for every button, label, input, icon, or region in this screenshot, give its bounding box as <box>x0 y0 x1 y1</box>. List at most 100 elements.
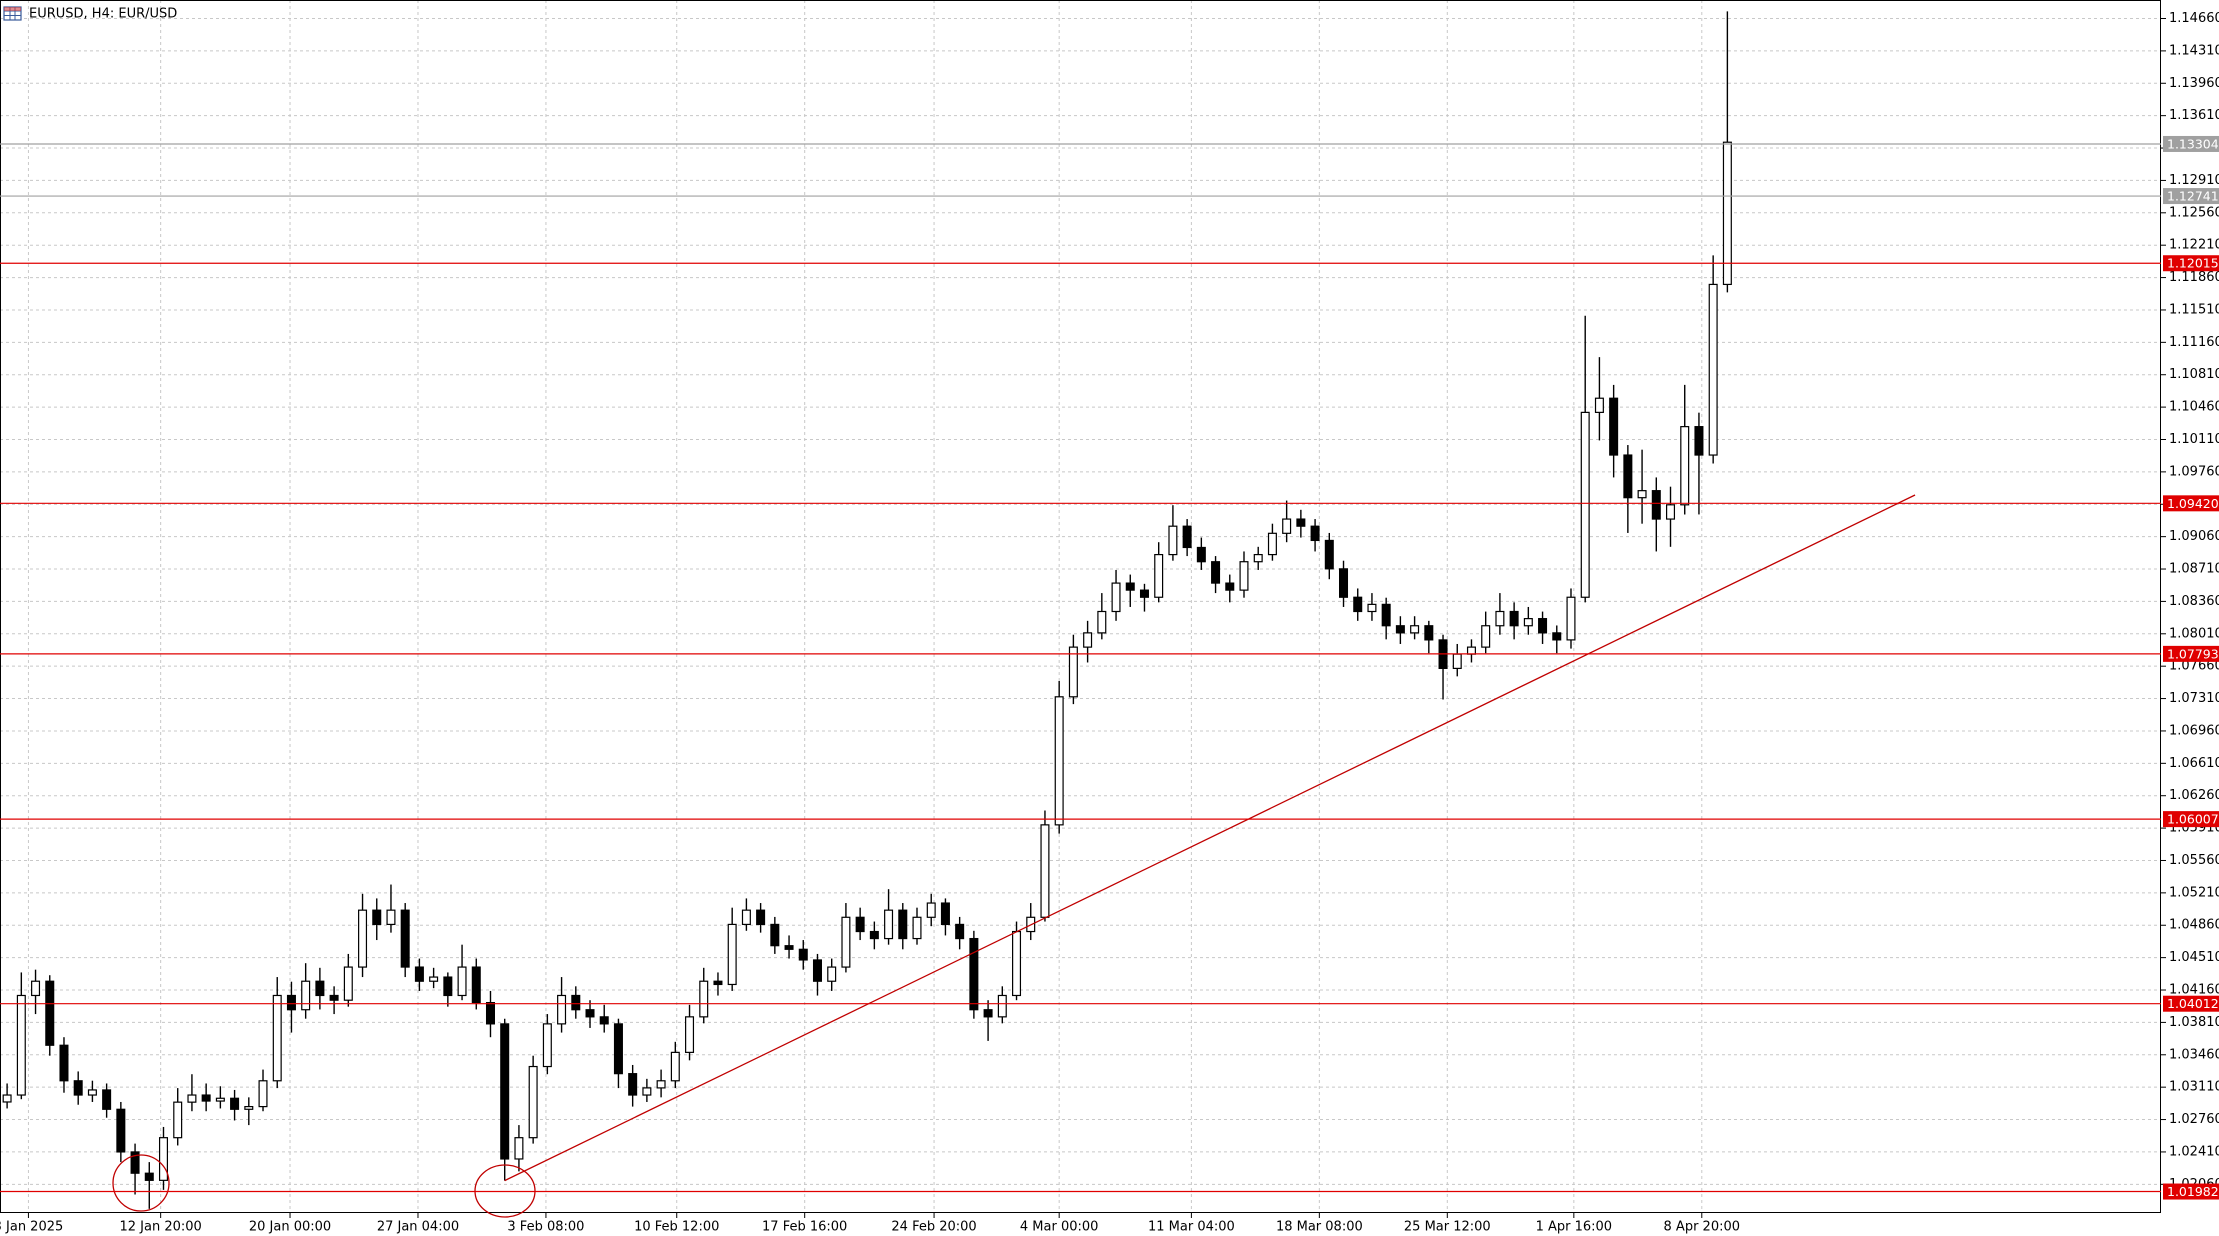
candle-body <box>372 909 382 926</box>
level-label: 1.13304 <box>2167 136 2219 151</box>
y-tick-label: 1.14660 <box>2169 11 2219 26</box>
y-tick-label: 1.12210 <box>2169 238 2219 253</box>
level-label: 1.12741 <box>2167 189 2219 204</box>
candle-body <box>656 1080 666 1089</box>
candle-body <box>855 916 865 933</box>
level-label-box <box>2163 645 2219 662</box>
candle-body <box>301 980 311 1011</box>
candle-body <box>827 966 837 982</box>
candle-body <box>699 980 709 1018</box>
candle-body <box>1182 525 1192 549</box>
candle-body <box>1310 525 1320 542</box>
candle-body <box>386 909 396 926</box>
y-tick-label: 1.12910 <box>2169 173 2219 188</box>
candle-body <box>1225 582 1235 591</box>
candle-body <box>869 930 879 940</box>
candle-body <box>784 945 794 950</box>
candle-body <box>1666 504 1676 520</box>
candle-body <box>1566 596 1576 641</box>
y-tick-label: 1.13610 <box>2169 108 2219 123</box>
candle-body <box>187 1094 197 1103</box>
candle-body <box>1466 646 1476 655</box>
level-label-box <box>2163 1183 2219 1200</box>
candle-body <box>45 980 55 1046</box>
y-tick-label: 1.08360 <box>2169 594 2219 609</box>
candle-body <box>358 909 368 968</box>
y-tick-label: 1.09760 <box>2169 464 2219 479</box>
y-tick-label: 1.08010 <box>2169 626 2219 641</box>
candle-body <box>144 1172 154 1181</box>
y-tick-label: 1.11510 <box>2169 302 2219 317</box>
candle-body <box>571 994 581 1011</box>
candle-body <box>1708 283 1718 456</box>
y-tick-label: 1.11160 <box>2169 335 2219 350</box>
candle-body <box>1694 426 1704 456</box>
candle-body <box>2 1094 12 1103</box>
candle-body <box>628 1073 638 1096</box>
candle-body <box>1267 532 1277 556</box>
candle-body <box>500 1023 510 1160</box>
candle-body <box>1580 411 1590 598</box>
candle-body <box>343 966 353 1001</box>
grid <box>0 0 2161 1213</box>
candle-body <box>130 1151 140 1174</box>
candle-body <box>173 1101 183 1139</box>
y-tick-label: 1.04860 <box>2169 918 2219 933</box>
candle-body <box>542 1023 552 1068</box>
marks <box>2 11 1732 1209</box>
candle-body <box>1168 525 1178 556</box>
candle-body <box>1196 546 1206 563</box>
y-tick-label: 1.05560 <box>2169 853 2219 868</box>
level-label: 1.01982 <box>2167 1184 2219 1199</box>
candle-body <box>1353 596 1363 613</box>
candle-body <box>1495 610 1505 627</box>
candle-body <box>1282 518 1292 534</box>
candle-body <box>1395 625 1405 634</box>
x-tick-label: 8 Apr 20:00 <box>1664 1220 1741 1235</box>
candle-body <box>1623 454 1633 499</box>
symbol-icon <box>3 6 22 21</box>
candle-body <box>798 948 808 961</box>
trendline <box>504 494 1916 1182</box>
y-tick-label: 1.04160 <box>2169 983 2219 998</box>
candle-body <box>1324 539 1334 570</box>
candle-body <box>87 1089 97 1096</box>
candle-body <box>471 966 481 1004</box>
candle-body <box>1040 824 1050 918</box>
candle-body <box>1410 625 1420 634</box>
y-tick-label: 1.07660 <box>2169 659 2219 674</box>
candle-body <box>1125 582 1135 591</box>
candle-body <box>1381 603 1391 627</box>
level-label: 1.12015 <box>2167 256 2219 271</box>
y-tick-label: 1.04510 <box>2169 950 2219 965</box>
candle-body <box>443 976 453 997</box>
x-tick-label: 20 Jan 00:00 <box>249 1220 331 1235</box>
level-label: 1.06007 <box>2167 812 2219 827</box>
candle-body <box>841 916 851 968</box>
candle-body <box>414 966 424 982</box>
candle-body <box>642 1087 652 1096</box>
candle-body <box>315 980 325 997</box>
candle-body <box>585 1009 595 1018</box>
candle-body <box>1651 490 1661 520</box>
candle-body <box>613 1023 623 1075</box>
y-tick-label: 1.10810 <box>2169 367 2219 382</box>
low-circle <box>112 1154 170 1212</box>
chart-title: EURUSD, H4: EUR/USD <box>29 7 177 22</box>
candle-body <box>244 1105 254 1110</box>
candle-body <box>770 923 780 947</box>
candle-body <box>1523 618 1533 627</box>
candle-body <box>983 1009 993 1018</box>
candle-body <box>741 909 751 926</box>
candle-body <box>1481 625 1491 648</box>
x-tick-label: 12 Jan 20:00 <box>119 1220 201 1235</box>
candle-body <box>258 1080 268 1108</box>
candle-body <box>713 980 723 986</box>
candle-body <box>1239 561 1249 591</box>
candle-body <box>1068 646 1078 698</box>
y-tick-label: 1.13960 <box>2169 76 2219 91</box>
candle-body <box>201 1094 211 1102</box>
candle-body <box>812 959 822 982</box>
